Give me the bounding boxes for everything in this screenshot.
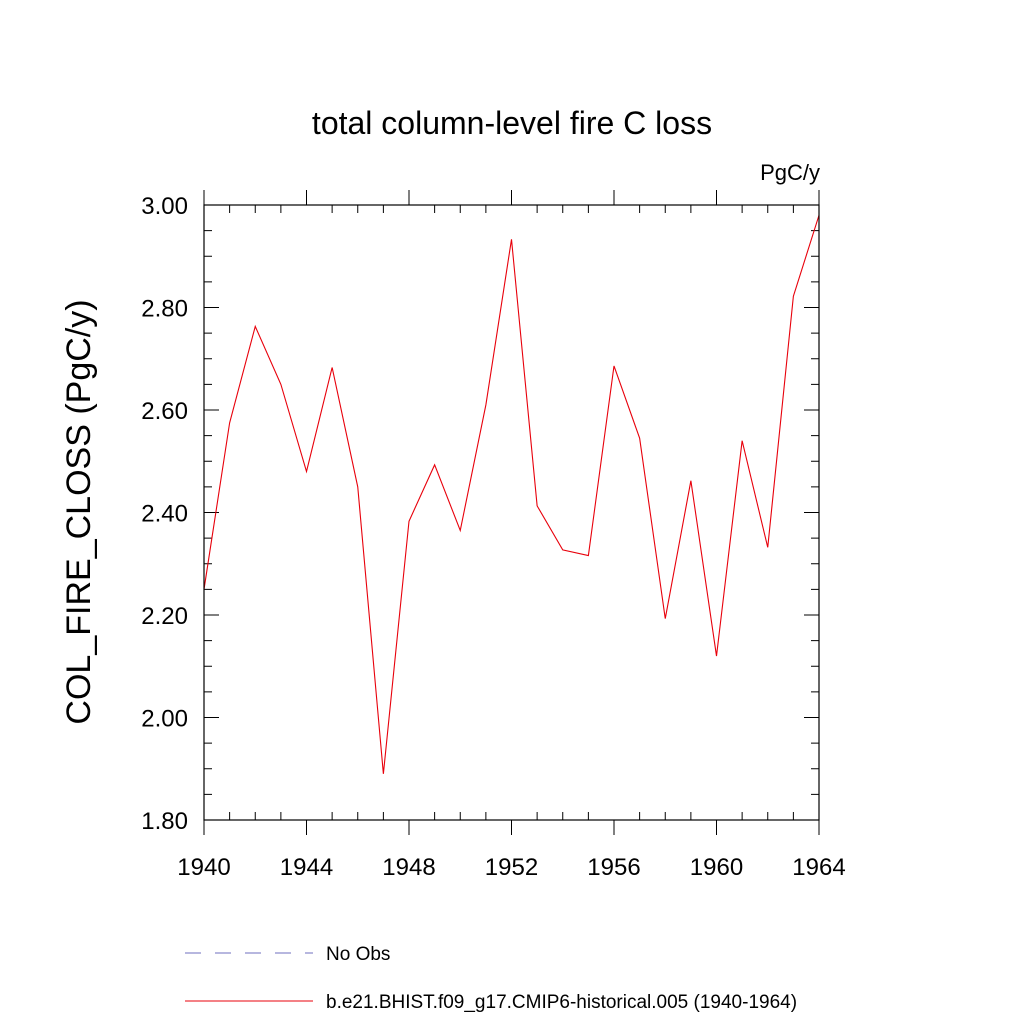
plot-frame <box>203 204 820 821</box>
x-tick-label: 1952 <box>485 854 538 881</box>
series-lines <box>203 215 820 774</box>
chart-title: total column-level fire C loss <box>312 105 712 141</box>
legend-label-model: b.e21.BHIST.f09_g17.CMIP6-historical.005… <box>326 992 797 1013</box>
x-tick-label: 1960 <box>690 854 743 881</box>
legend: No Obs b.e21.BHIST.f09_g17.CMIP6-histori… <box>185 944 797 1013</box>
axis-tick-labels: 1.80 2.00 2.20 2.40 2.60 2.80 3.00 1940 1944 1948… <box>141 193 845 881</box>
y-tick-label: 3.00 <box>141 193 188 220</box>
y-tick-label: 1.80 <box>141 808 188 835</box>
x-tick-label: 1964 <box>792 854 845 881</box>
y-tick-label: 2.40 <box>141 501 188 528</box>
y-tick-label: 2.00 <box>141 706 188 733</box>
legend-label-no-obs: No Obs <box>326 944 390 965</box>
x-tick-label: 1940 <box>177 854 230 881</box>
x-tick-label: 1948 <box>382 854 435 881</box>
x-tick-label: 1944 <box>280 854 333 881</box>
y-tick-label: 2.80 <box>141 296 188 323</box>
series-line <box>203 215 820 774</box>
y-tick-label: 2.20 <box>141 603 188 630</box>
x-tick-label: 1956 <box>587 854 640 881</box>
units-label: PgC/y <box>760 160 820 185</box>
y-axis-label: COL_FIRE_CLOSS (PgC/y) <box>60 299 98 724</box>
y-tick-label: 2.60 <box>141 398 188 425</box>
axis-ticks <box>203 190 820 835</box>
